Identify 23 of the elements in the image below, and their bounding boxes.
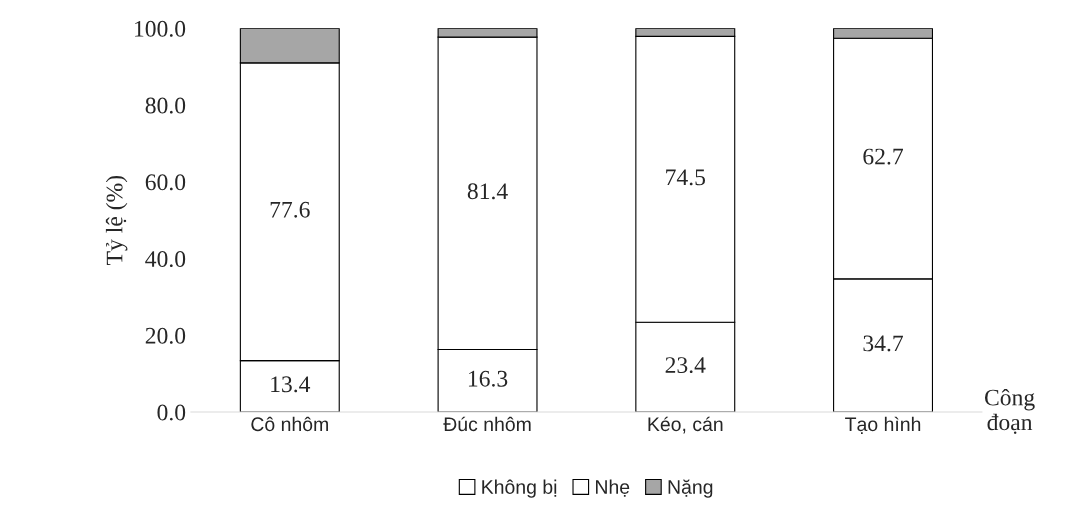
data-label: 34.7 [863,335,904,352]
y-tick-label: 40.0 [145,251,186,268]
data-label: 16.3 [468,370,508,387]
data-label: 74.5 [666,169,706,186]
data-label: 13.4 [271,376,311,393]
legend-label: Không bị [482,479,557,498]
data-label: 62.7 [863,148,904,165]
y-tick-label: 80.0 [145,97,186,114]
data-label: 77.6 [270,201,310,218]
x-tick-label: Kéo, cán [648,416,723,434]
y-tick-label: 100.0 [135,20,186,37]
y-tick-label: 0.0 [157,404,186,421]
data-label: 23.4 [665,357,706,374]
y-tick-label: 20.0 [145,327,186,344]
legend-label: Nặng [668,479,713,498]
x-axis-title: Công đoạn [984,388,1035,434]
x-tick-label: Đúc nhôm [443,416,531,432]
legend-label: Nhẹ [596,479,630,497]
x-tick-label: Tạo hình [845,416,921,434]
y-axis-title: Tỷ lệ (%) [105,175,128,265]
x-tick-label: Cô nhôm [251,416,328,432]
y-tick-label: 60.0 [145,174,186,191]
data-label: 81.4 [467,183,508,200]
